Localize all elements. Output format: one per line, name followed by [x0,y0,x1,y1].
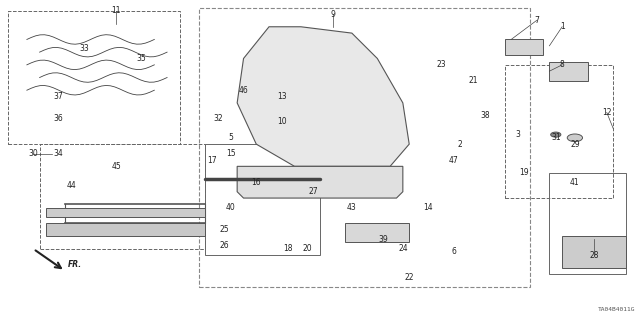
Text: 1: 1 [560,22,564,31]
Bar [46,208,205,217]
Circle shape [550,132,561,137]
Bar [549,173,626,274]
Bar [505,39,543,55]
Text: 25: 25 [220,225,229,234]
Bar [40,144,205,249]
Bar [8,11,180,144]
Text: 9: 9 [330,10,335,19]
Text: 16: 16 [252,178,261,187]
Text: 7: 7 [534,16,539,25]
Text: 8: 8 [560,60,564,69]
Bar [346,223,409,243]
Text: 14: 14 [424,203,433,212]
Text: 2: 2 [458,140,463,148]
Polygon shape [237,166,403,198]
Text: 10: 10 [277,117,287,126]
Circle shape [567,134,582,142]
Text: 46: 46 [239,86,248,95]
Text: 41: 41 [570,178,580,187]
Text: 17: 17 [207,156,216,164]
Bar [199,8,531,287]
Text: TA04B4011G: TA04B4011G [598,307,636,312]
Text: 20: 20 [303,244,312,253]
Bar [549,62,588,81]
Text: 37: 37 [54,92,63,101]
Text: 23: 23 [436,60,446,69]
Text: 24: 24 [398,244,408,253]
Text: 27: 27 [309,187,319,196]
Text: 28: 28 [589,251,599,260]
Text: FR.: FR. [68,260,83,269]
Text: 33: 33 [79,44,89,53]
Text: 47: 47 [449,156,459,164]
Text: 18: 18 [284,244,293,253]
Text: 11: 11 [111,6,121,15]
Text: 3: 3 [515,130,520,139]
Text: 6: 6 [451,247,456,257]
Text: 45: 45 [111,162,121,171]
Text: 30: 30 [28,149,38,158]
Text: 12: 12 [602,108,611,117]
Text: 39: 39 [379,235,388,244]
Text: 32: 32 [213,114,223,123]
Text: 31: 31 [551,133,561,142]
Bar [46,223,205,236]
Bar [562,236,626,268]
Text: 43: 43 [347,203,356,212]
Text: 40: 40 [226,203,236,212]
Text: 29: 29 [570,140,580,148]
Text: 13: 13 [277,92,287,101]
Bar [505,65,613,198]
Text: 35: 35 [137,54,147,63]
Text: 15: 15 [226,149,236,158]
Text: 38: 38 [481,111,490,120]
Text: 34: 34 [54,149,63,158]
Text: 26: 26 [220,241,229,250]
Text: 19: 19 [519,168,529,177]
Text: 22: 22 [404,273,414,282]
Text: 21: 21 [468,76,477,85]
Text: 5: 5 [228,133,233,142]
Polygon shape [237,27,409,166]
Text: 44: 44 [67,181,76,190]
Text: 36: 36 [54,114,63,123]
Bar [205,144,320,255]
